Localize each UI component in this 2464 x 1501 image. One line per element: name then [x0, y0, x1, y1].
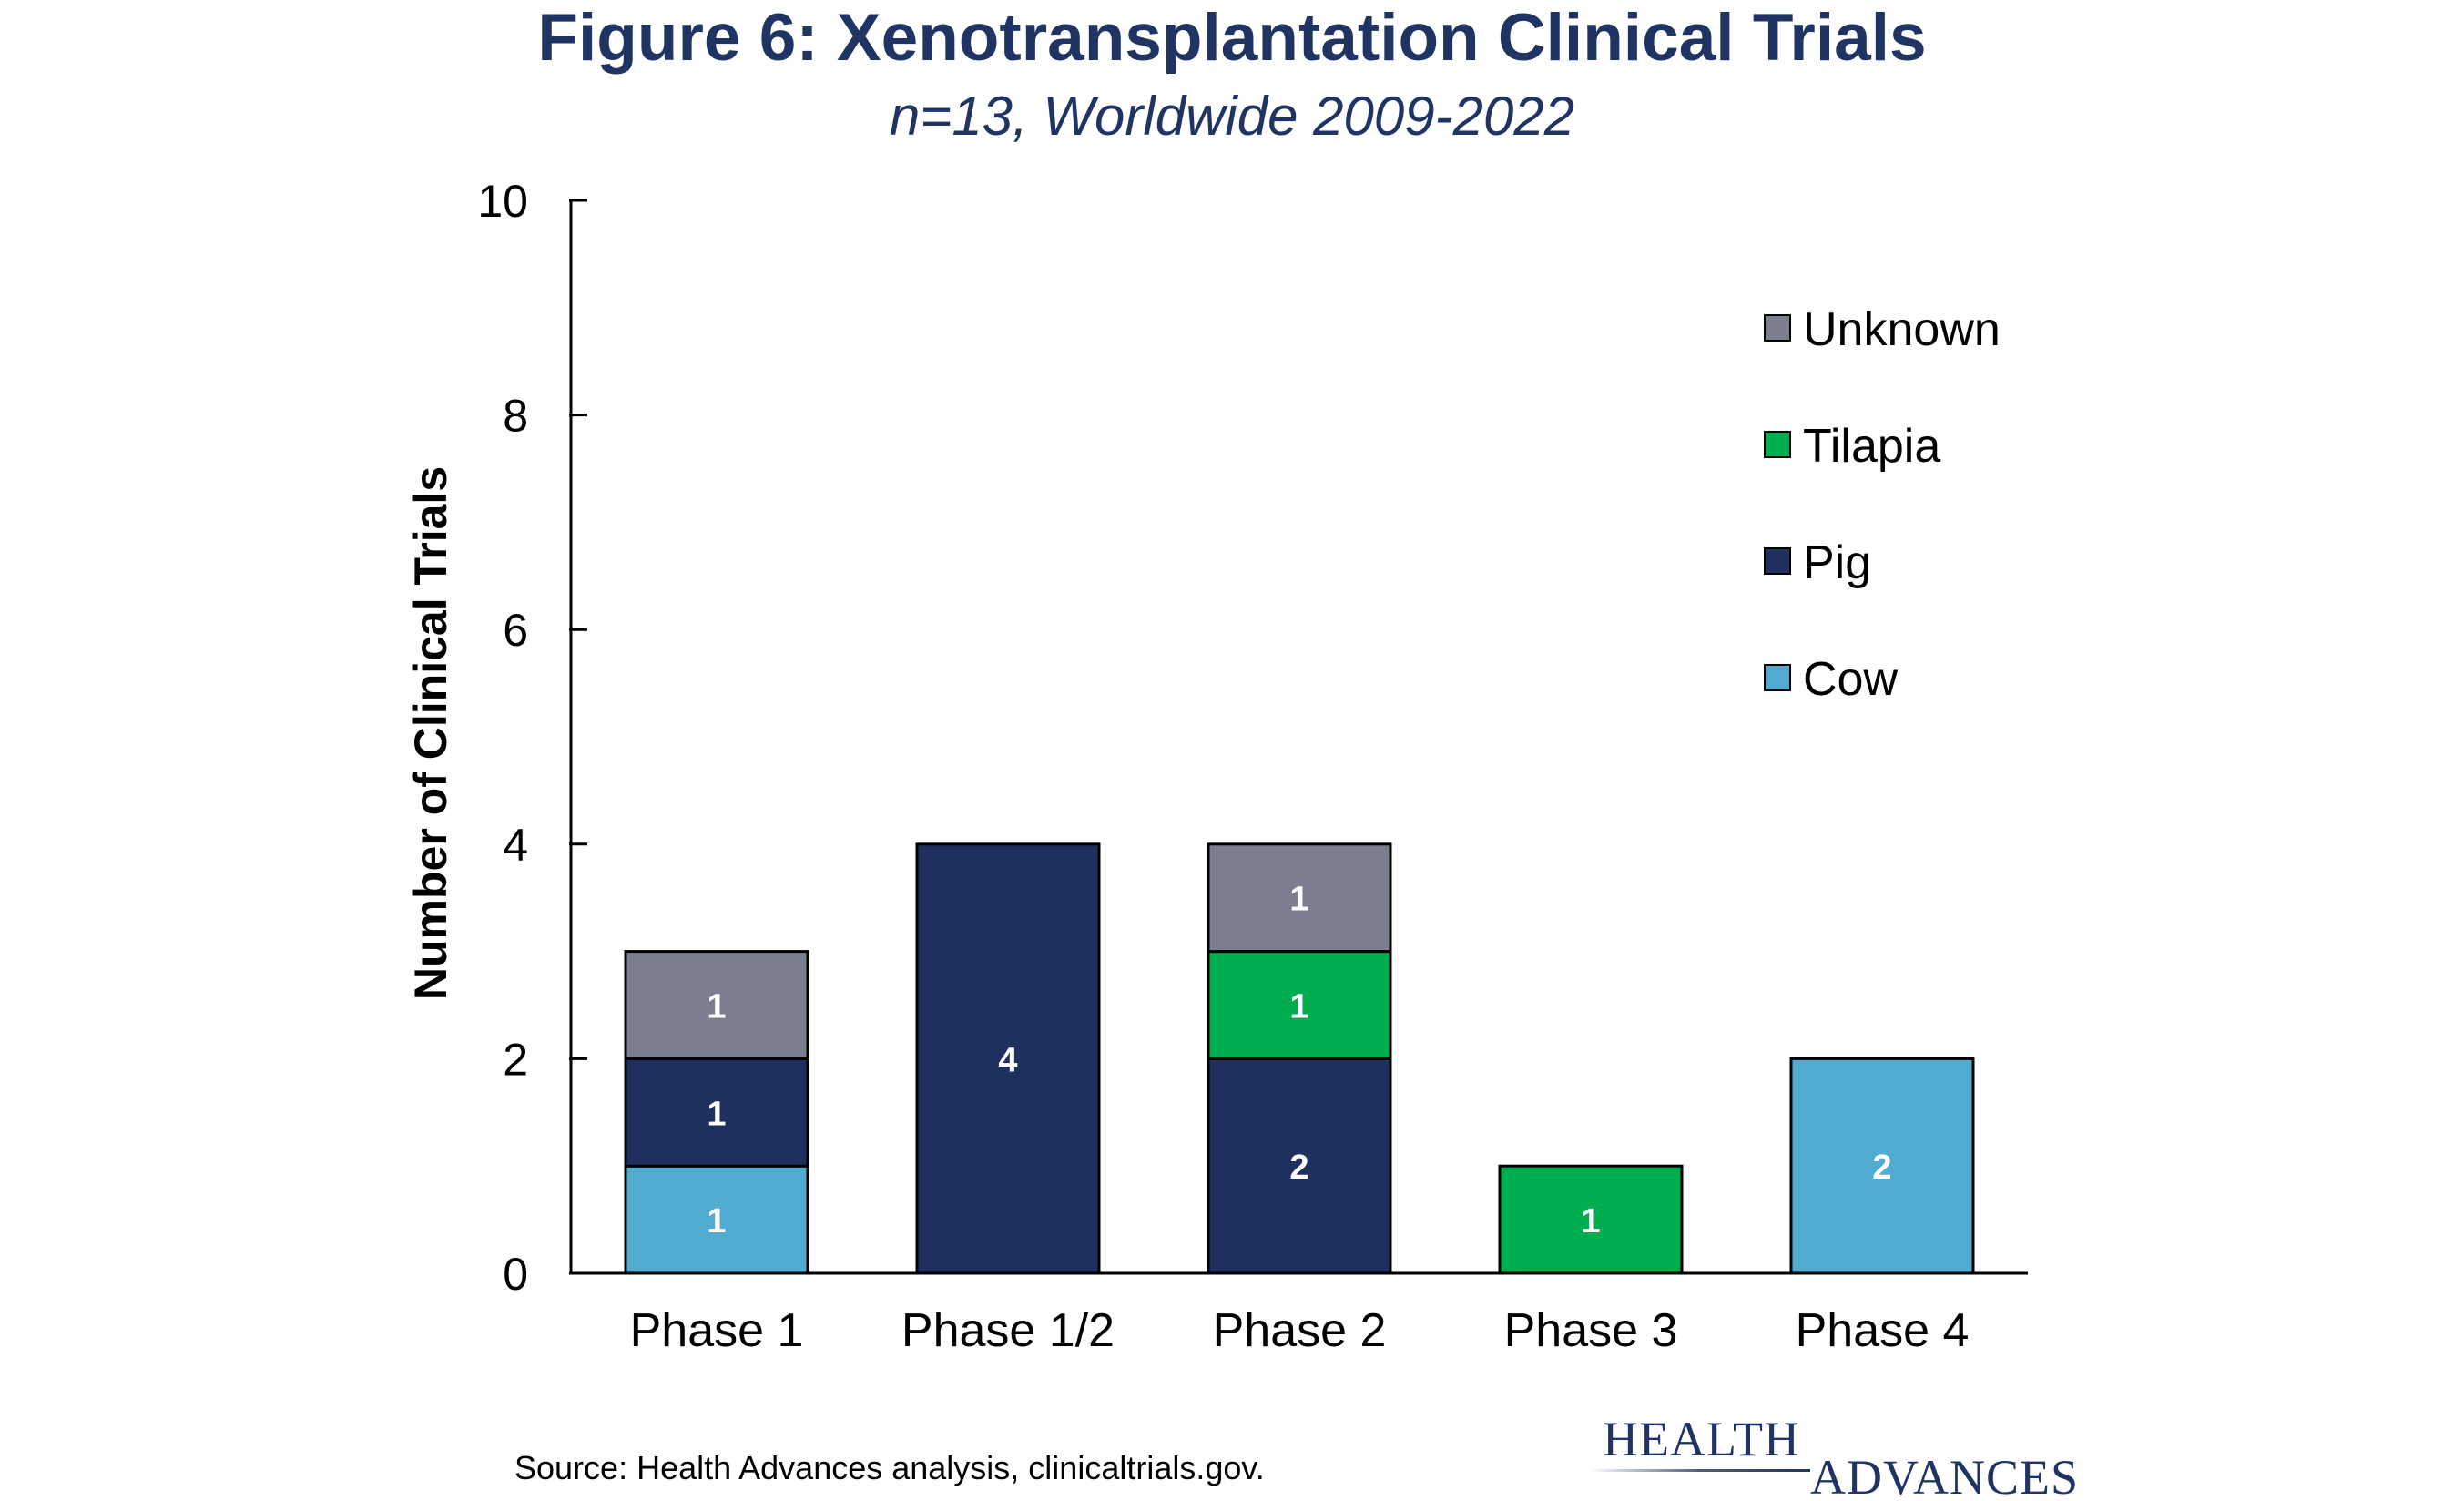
health-advances-logo: HEALTH ADVANCES	[1589, 1412, 2079, 1501]
bar-unknown-1	[624, 950, 809, 1060]
x-tick-label: Phase 3	[1504, 1304, 1678, 1357]
x-tick-label: Phase 2	[1213, 1304, 1387, 1357]
legend-swatch-pig	[1764, 547, 1791, 575]
logo-word-advances: ADVANCES	[1810, 1450, 2079, 1501]
bar-pig-1	[624, 1057, 809, 1168]
bar-tilapia-3	[1207, 950, 1392, 1060]
bar-cow-1	[624, 1164, 809, 1275]
bar-tilapia-4	[1498, 1164, 1684, 1275]
bars-layer: 1 1 1 4 2 1 1 1 2	[624, 842, 1975, 1275]
y-tick-label: 8	[503, 391, 528, 442]
legend-label-pig: Pig	[1803, 536, 1871, 589]
x-tick-label: Phase 4	[1796, 1304, 1970, 1357]
legend-label-cow: Cow	[1803, 653, 1898, 706]
y-tick-label: 2	[503, 1034, 528, 1085]
bar-value-label: 4	[998, 1041, 1017, 1079]
logo-word-health: HEALTH	[1603, 1412, 1800, 1466]
bar-value-label: 1	[707, 988, 726, 1026]
legend-label-unknown: Unknown	[1803, 303, 2001, 356]
bar-value-label: 2	[1289, 1149, 1308, 1187]
x-tick-label: Phase 1	[630, 1304, 804, 1357]
chart-title: Figure 6: Xenotransplantation Clinical T…	[537, 1, 1926, 75]
y-tick-label: 6	[503, 605, 528, 656]
legend-swatch-unknown	[1764, 314, 1791, 342]
bar-value-label: 1	[1581, 1202, 1600, 1241]
bar-pig-2	[915, 842, 1101, 1275]
bar-value-label: 1	[707, 1095, 726, 1133]
legend-swatch-cow	[1764, 664, 1791, 691]
bar-value-label: 1	[1289, 881, 1308, 919]
y-tick-label: 10	[477, 176, 528, 227]
y-axis-label: Number of Clinical Trials	[405, 466, 456, 1000]
bar-value-label: 2	[1872, 1149, 1891, 1187]
bar-value-label: 1	[1289, 988, 1308, 1026]
x-tick-label: Phase 1/2	[901, 1304, 1115, 1357]
y-tick-label: 0	[503, 1249, 528, 1300]
bar-unknown-3	[1207, 842, 1392, 954]
y-tick-label: 4	[503, 820, 528, 871]
bar-value-label: 1	[707, 1202, 726, 1241]
chart-subtitle: n=13, Worldwide 2009-2022	[890, 86, 1574, 147]
logo-divider	[1589, 1469, 1810, 1472]
legend-swatch-tilapia	[1764, 431, 1791, 458]
legend: Unknown Tilapia Pig Cow	[1764, 303, 2001, 706]
source-note: Source: Health Advances analysis, clinic…	[514, 1449, 1265, 1486]
legend-label-tilapia: Tilapia	[1803, 420, 1940, 473]
axes-layer: Phase 1 Phase 1/2 Phase 2 Phase 3 Phase 4 0 2 4…	[477, 176, 2028, 1357]
